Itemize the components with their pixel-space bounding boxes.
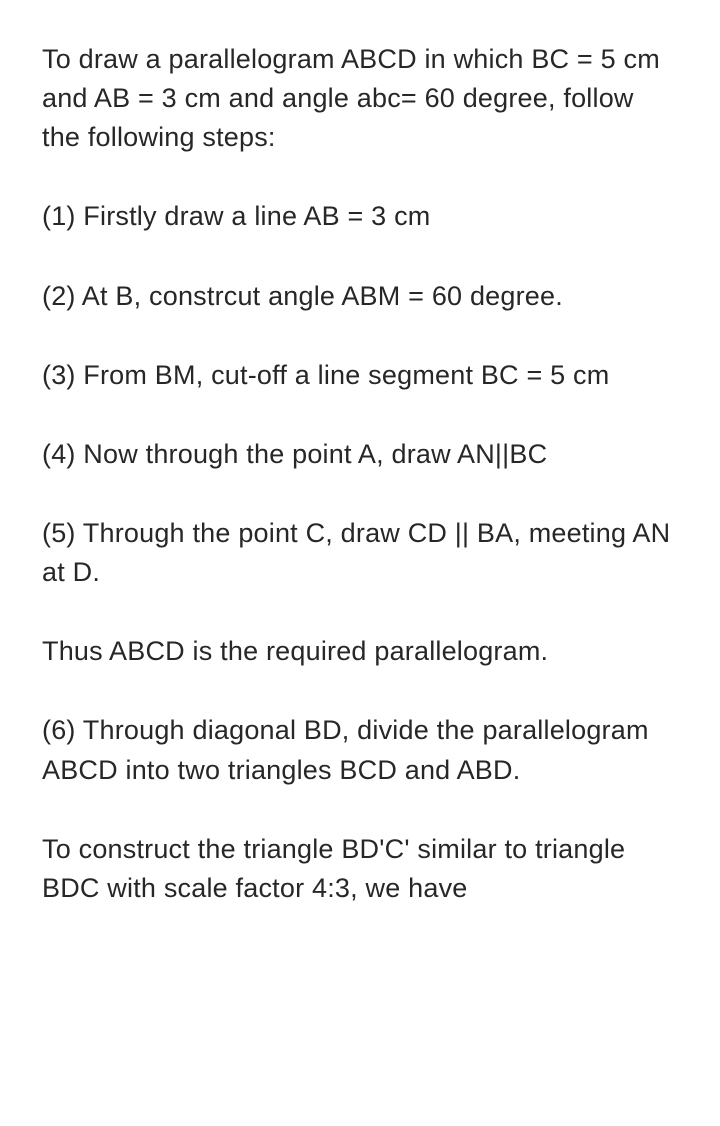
step-2: (2) At B, constrcut angle ABM = 60 degre… — [42, 277, 678, 316]
construction-intro: To construct the triangle BD'C' similar … — [42, 830, 678, 908]
intro-paragraph: To draw a parallelogram ABCD in which BC… — [42, 40, 678, 157]
step-6: (6) Through diagonal BD, divide the para… — [42, 711, 678, 789]
step-1: (1) Firstly draw a line AB = 3 cm — [42, 197, 678, 236]
step-5: (5) Through the point C, draw CD || BA, … — [42, 514, 678, 592]
conclusion-1: Thus ABCD is the required parallelogram. — [42, 632, 678, 671]
step-3: (3) From BM, cut-off a line segment BC =… — [42, 356, 678, 395]
step-4: (4) Now through the point A, draw AN||BC — [42, 435, 678, 474]
